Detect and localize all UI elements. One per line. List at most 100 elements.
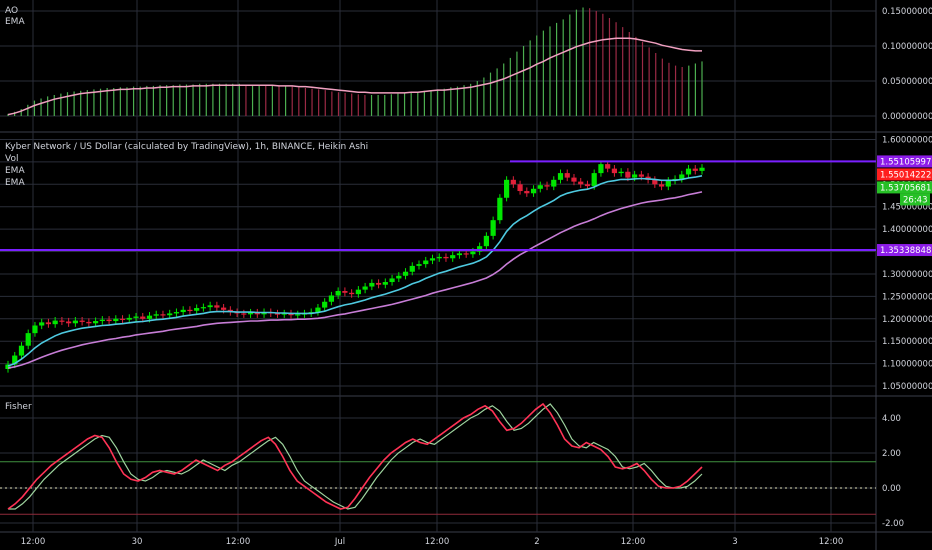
candle-body (544, 185, 550, 187)
x-tick-label: 12:00 (819, 537, 844, 547)
candle-body (32, 325, 38, 334)
price-tag-box (877, 168, 932, 181)
candle-body (207, 305, 213, 308)
candle-body (59, 320, 65, 322)
candle-body (92, 321, 99, 324)
candle-body (140, 316, 146, 319)
candle-body (12, 355, 18, 365)
fisher-indicator (0, 402, 876, 515)
ema-fast-line (7, 175, 703, 367)
candle-body (679, 174, 685, 179)
candle-body (423, 260, 429, 265)
candle-body (470, 251, 476, 255)
candle-body (39, 322, 45, 326)
candle-body (382, 282, 388, 285)
candle-body (416, 264, 422, 266)
price-candles (0, 160, 876, 373)
candle-body (456, 253, 463, 256)
candle-body (369, 282, 375, 287)
candle-body (349, 292, 355, 295)
candle-body (194, 308, 200, 311)
x-tick-label: 12:00 (21, 537, 46, 547)
candle-body (463, 253, 469, 255)
candle-body (429, 258, 436, 261)
candle-body (221, 307, 227, 310)
x-tick-label: 30 (132, 537, 143, 547)
candle-body (241, 313, 247, 315)
y-tick-label: 1.15000000 (882, 337, 932, 347)
candle-body (584, 184, 591, 187)
x-tick-label: 12:00 (226, 537, 251, 547)
candle-body (342, 291, 348, 293)
candle-body (591, 173, 597, 187)
candle-body (254, 312, 260, 315)
candle-body (335, 291, 341, 296)
candle-body (564, 173, 570, 178)
candle-body (79, 320, 85, 322)
candle-body (66, 321, 72, 324)
candle-body (483, 235, 489, 247)
vol-label: Vol (5, 154, 19, 164)
candle-body (632, 174, 638, 178)
fisher-trigger-line (8, 403, 703, 510)
ao-ema-line (7, 37, 702, 116)
candle-body (652, 179, 658, 185)
candle-body (504, 179, 510, 198)
candle-body (665, 180, 671, 187)
candle-body (153, 314, 159, 316)
fisher-main-line (7, 402, 703, 510)
y-tick-label: 1.20000000 (882, 315, 932, 325)
price-tag-box (877, 181, 932, 194)
candle-body (524, 191, 530, 194)
candle-body (598, 164, 604, 174)
candle-body (167, 313, 173, 316)
candle-body (510, 179, 516, 185)
price-pane-title: Kyber Network / US Dollar (calculated by… (5, 142, 369, 152)
candle-body (625, 171, 631, 178)
candle-body (699, 167, 705, 171)
y-tick-label: 4.00 (882, 414, 901, 424)
candle-body (389, 278, 395, 283)
candle-body (443, 256, 449, 259)
candle-body (288, 313, 294, 316)
price-tag-text: 1.53705681 (880, 183, 931, 193)
y-tick-label: -2.00 (882, 519, 904, 529)
candle-body (281, 313, 287, 315)
candle-body (106, 319, 112, 322)
ema2-label: EMA (5, 178, 25, 188)
candle-body (126, 317, 132, 320)
ao-histogram (7, 7, 703, 116)
candle-body (530, 188, 537, 194)
candle-body (436, 256, 442, 259)
candle-body (611, 168, 618, 174)
y-tick-label: 1.60000000 (882, 135, 932, 145)
y-tick-label: 1.05000000 (882, 382, 932, 392)
candle-body (160, 314, 166, 316)
ao-ema-label: EMA (5, 17, 25, 27)
x-tick-label: 12:00 (425, 537, 450, 547)
candle-body (45, 322, 52, 325)
ao-title: AO (5, 6, 19, 16)
candle-body (685, 168, 692, 175)
candle-body (25, 333, 31, 346)
candle-body (551, 179, 557, 187)
candle-body (618, 171, 624, 174)
ema1-label: EMA (5, 166, 25, 176)
candle-body (450, 255, 456, 259)
ema-slow-line (7, 191, 703, 369)
price-tag-text: 1.35338848 (880, 246, 931, 256)
candle-body (402, 271, 409, 276)
candle-body (322, 301, 328, 308)
candle-body (200, 307, 206, 309)
candle-body (605, 164, 611, 169)
candle-body (52, 320, 58, 325)
x-tick-label: 2 (534, 537, 539, 547)
candle-body (72, 320, 78, 324)
candle-body (490, 220, 496, 236)
candle-body (187, 309, 193, 312)
candle-body (247, 312, 254, 315)
candle-body (692, 168, 698, 171)
y-tick-label: 0.00 (882, 484, 901, 494)
